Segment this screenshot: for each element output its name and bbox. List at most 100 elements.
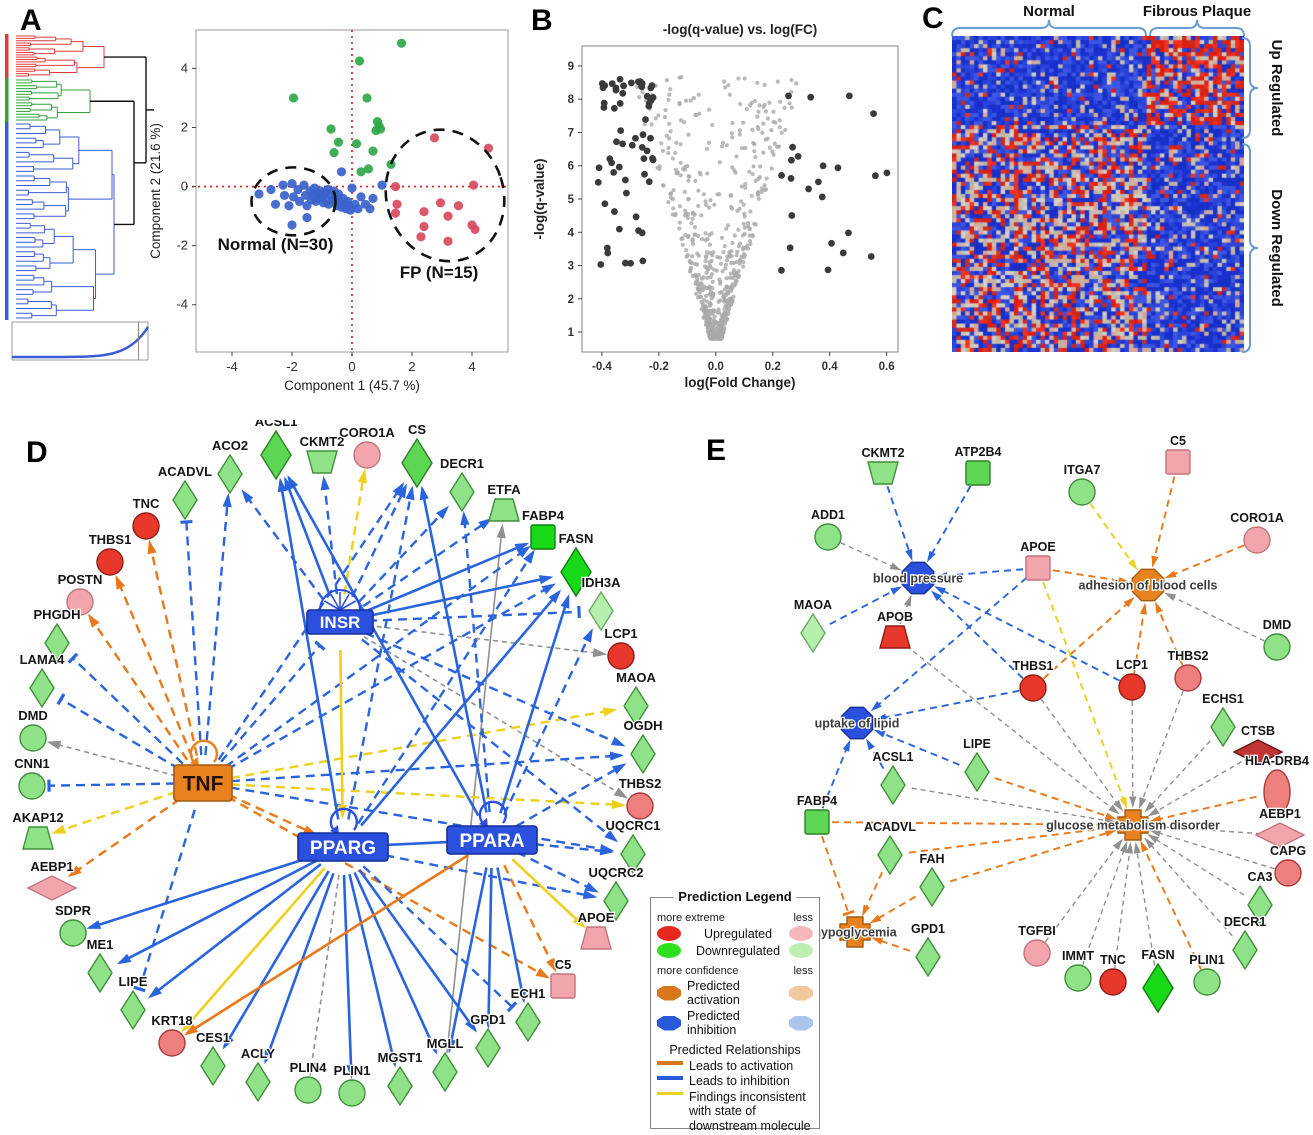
edge-TNF-POSTN (87, 613, 189, 761)
edge-PPARG-PLIN4 (307, 874, 340, 1077)
edge-TNC-gmd (1114, 841, 1133, 969)
node-PLIN1 (1193, 968, 1221, 996)
edge-CAPG-gmd (1149, 830, 1275, 870)
label-ME1: ME1 (87, 937, 114, 952)
label-LCP1: LCP1 (604, 626, 637, 641)
svg-text:-log(q-value): -log(q-value) (532, 159, 547, 240)
edge-PPARG-ME1 (116, 858, 319, 965)
svg-text:0: 0 (348, 359, 355, 374)
label-THBS2: THBS2 (619, 776, 662, 791)
label-PHGDH: PHGDH (34, 607, 81, 622)
svg-text:Normal (N=30): Normal (N=30) (218, 235, 334, 254)
node-THBS1 (1019, 674, 1047, 702)
node-APOE (1025, 555, 1051, 581)
node-TNF: TNF (173, 739, 233, 802)
panel-b-volcano-plot: -log(q-value) vs. log(FC) -0.4 -0.2 0.0 0.2 0… (532, 22, 899, 390)
label-ACSL1: ACSL1 (255, 420, 298, 429)
label-CES1: CES1 (196, 1030, 230, 1045)
node-DECR1 (449, 471, 475, 513)
label-MAOA: MAOA (616, 670, 656, 685)
edge-PPARG-FABP4 (357, 549, 535, 825)
edge-MAOA-bp (829, 586, 903, 626)
node-gmd (1117, 809, 1149, 841)
label-DMD: DMD (1263, 618, 1291, 632)
label-AEBP1: AEBP1 (1259, 807, 1301, 821)
label-ACSL1: ACSL1 (873, 750, 914, 764)
panel-e-network: CKMT2 ATP2B4 ITGA7 C5 ADD1 APOE CORO1A MAOA APOB… (793, 433, 1310, 1014)
node-TNC (132, 512, 160, 540)
label-THBS1: THBS1 (1013, 659, 1054, 673)
node-ADD1 (814, 523, 842, 551)
svg-text:Component 1 (45.7 %): Component 1 (45.7 %) (284, 378, 420, 393)
edge-TNF-LIPE (133, 809, 196, 993)
node-ACO2 (217, 453, 243, 495)
node-ATP2B4 (965, 460, 991, 486)
label-CAPG: CAPG (1270, 844, 1306, 858)
legend-rel-activation: Leads to activation (657, 1059, 813, 1073)
legend-inhibition-row: Predicted inhibition (657, 1009, 813, 1037)
svg-text:0.0: 0.0 (708, 361, 724, 373)
downregulated-swatch-icon (657, 943, 681, 958)
edge-PPARA-APOE (511, 858, 586, 929)
node-LCP1 (607, 642, 635, 670)
edge-TNF-C5 (226, 795, 550, 979)
label-DMD: DMD (18, 708, 48, 723)
edge-PPARA-DECR1 (460, 510, 491, 813)
node-CKMT2 (306, 450, 338, 474)
node-OGDH (630, 733, 656, 775)
legend-relationships-title: Predicted Relationships (669, 1043, 801, 1057)
label-TGFBI: TGFBI (1018, 924, 1056, 938)
svg-text:2: 2 (568, 294, 574, 306)
node-LAMA4 (29, 667, 55, 709)
node-KRT18 (158, 1029, 186, 1057)
edge-INSR-CORO1A (343, 468, 368, 595)
node-C5 (550, 973, 576, 999)
node-PPARG: PPARG (297, 807, 389, 862)
edge-ATP2B4-bp (926, 485, 972, 563)
edge-INSR-FASN (367, 575, 554, 618)
edge-TNF-PPARG (227, 793, 318, 836)
predicted-activation-less-swatch-icon (789, 985, 813, 1001)
svg-text:3: 3 (568, 261, 574, 273)
legend-inhibition-label: Predicted inhibition (687, 1009, 740, 1037)
edge-TNF-DMD (46, 740, 177, 777)
edge-PPARG-SDPR (86, 854, 317, 930)
edge-LCP1-gmd (1129, 700, 1137, 809)
edge-LCP1-bp (934, 586, 1120, 682)
node-ETFA (488, 498, 520, 522)
label-ADD1: ADD1 (811, 508, 845, 522)
edge-FABP4-hyp (820, 835, 855, 917)
edge-PLIN1-gmd (1140, 840, 1202, 970)
legend-activation-label: Predicted activation (687, 979, 740, 1007)
edge-PPARG-KRT18 (181, 867, 326, 1033)
inconsistent-line-icon (657, 1091, 683, 1096)
edge-PPARG-MGST1 (348, 873, 397, 1068)
edge-APOB-bp (899, 594, 912, 625)
svg-text:0: 0 (181, 179, 188, 194)
node-ACADVL (172, 479, 198, 521)
edge-ACSL1-uol (866, 738, 885, 770)
upregulated-swatch-icon (657, 926, 681, 941)
edge-TNF-PHGDH (67, 652, 184, 765)
legend-upregulated-label: Upregulated (703, 926, 773, 941)
node-DMD (1263, 633, 1291, 661)
legend-rel-inhibition: Leads to inhibition (657, 1074, 813, 1088)
svg-text:PPARA: PPARA (459, 831, 524, 852)
svg-text:-2: -2 (286, 359, 298, 374)
edge-PPARG-ACLY (264, 872, 335, 1065)
node-TGFBI (1023, 939, 1051, 967)
node-GPD1 (915, 936, 941, 978)
node-MGST1 (387, 1065, 413, 1107)
label-ECH1: ECH1 (511, 986, 546, 1001)
edge-PPARG-GPD1 (358, 868, 477, 1033)
node-MGLL (432, 1051, 458, 1093)
label-UQCRC2: UQCRC2 (589, 865, 644, 880)
node-CES1 (200, 1045, 226, 1087)
label-CS: CS (408, 422, 426, 437)
node-CA3 (1247, 884, 1273, 926)
node-THBS2 (1174, 664, 1202, 692)
svg-text:0.6: 0.6 (879, 361, 895, 373)
edge-CA3-gmd (1147, 834, 1245, 896)
node-PHGDH (44, 622, 70, 664)
label-MAOA: MAOA (794, 598, 832, 612)
